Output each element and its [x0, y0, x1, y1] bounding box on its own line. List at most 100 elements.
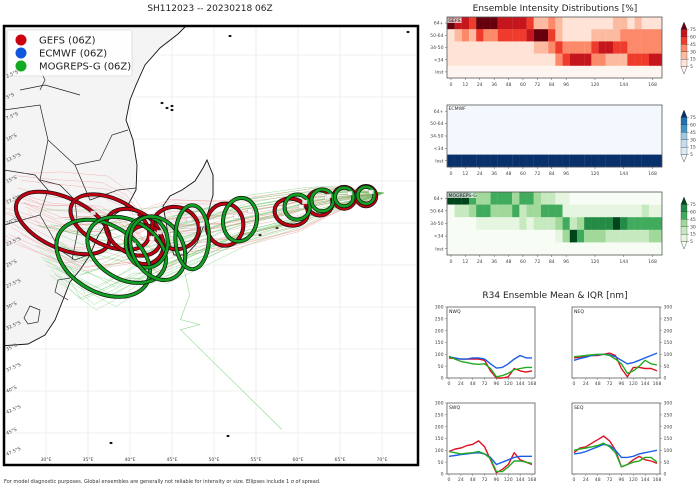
x-tick-label: 144: [619, 82, 628, 88]
heatmap-cell: [555, 129, 563, 143]
heatmap-cell: [512, 154, 520, 168]
y-tick-label: 50: [438, 460, 444, 466]
colorbar-segment: [680, 36, 688, 45]
heatmap-cell: [533, 204, 542, 218]
heatmap-cell: [519, 217, 527, 230]
heatmap-cell: [548, 217, 556, 230]
heatmap-cell: [634, 204, 642, 218]
heatmap-cell: [605, 142, 614, 155]
heatmap-cell: [620, 229, 628, 243]
heatmap-cell: [605, 192, 614, 205]
heatmap-cell: [519, 229, 527, 243]
heatmap-cell: [476, 105, 484, 118]
heatmap-cell: [533, 217, 542, 230]
island: [160, 101, 164, 105]
heatmap-cell: [634, 129, 642, 143]
heatmap-cell: [504, 65, 513, 79]
map-legend: GEFS (06Z) ECMWF (06Z) MOGREPS-G (06Z): [6, 29, 133, 77]
heatmap-cell: [598, 154, 606, 168]
heatmap-cell: [526, 142, 534, 155]
heatmap-cell: [569, 117, 578, 130]
heatmap-cell: [497, 204, 506, 218]
heatmap-cell: [620, 154, 628, 168]
heatmap-cell: [461, 53, 470, 66]
heatmap-cell: [533, 41, 542, 54]
island: [228, 34, 232, 38]
heatmap-cell: [648, 105, 662, 118]
heatmap-cell: [555, 17, 563, 30]
x-tick-label: 84: [549, 259, 555, 265]
mogreps-spread-ellipse: [332, 185, 356, 209]
heatmap-cell: [540, 53, 549, 66]
heatmap-cell: [548, 242, 556, 256]
heatmap-cell: [584, 129, 592, 143]
heatmap-cell: [533, 53, 542, 66]
heatmap-cell: [512, 29, 520, 42]
x-tick-label: 24: [477, 259, 483, 265]
heatmap-cell: [461, 192, 470, 205]
x-tick-label: 168: [648, 259, 657, 265]
heatmap-cell: [483, 65, 491, 79]
heatmap-cell: [512, 204, 520, 218]
heatmap-cell: [584, 105, 592, 118]
heatmap-cell: [548, 142, 556, 155]
legend-marker-icon: [15, 47, 27, 59]
heatmap-cell: [454, 242, 462, 256]
x-tick-label: 84: [549, 171, 555, 177]
heatmap-cell: [605, 105, 614, 118]
ensemble-member-track: [21, 180, 384, 219]
heatmap-cell: [576, 117, 585, 130]
heatmap-cell: [569, 105, 578, 118]
x-tick-label: 120: [591, 171, 600, 177]
heatmap-cell: [555, 117, 563, 130]
heatmap-cell: [447, 129, 455, 143]
forecast-hour-marker: [247, 208, 253, 214]
heatmap-cell: [504, 192, 513, 205]
y-tick-label: 200: [664, 328, 673, 334]
x-tick-label: 72: [607, 477, 613, 483]
row-label: lost: [435, 158, 443, 164]
heatmap-cell: [562, 29, 570, 42]
colorbar-segment: [680, 219, 688, 227]
legend-label: GEFS (06Z): [39, 36, 96, 47]
heatmap-cell: [447, 154, 455, 168]
model-label: GEFS: [449, 18, 461, 24]
heatmap-cell: [540, 105, 549, 118]
heatmap-cell: [540, 192, 549, 205]
lat-tick-label: 47.5°S: [5, 446, 22, 458]
x-tick-label: 168: [528, 381, 537, 387]
lat-tick-label: 30°S: [5, 301, 18, 311]
heatmap-cell: [454, 105, 462, 118]
heatmap-cell: [447, 242, 455, 256]
heatmap-cell: [598, 65, 606, 79]
heatmap-cell: [620, 242, 628, 256]
heatmap-cell: [504, 129, 513, 143]
heatmap-cell: [526, 129, 534, 143]
heatmap-cell: [447, 17, 455, 30]
colorbar-tick-label: 45: [690, 217, 696, 223]
heatmap-cell: [605, 229, 614, 243]
heatmap-cell: [584, 29, 592, 42]
heatmap-cell: [591, 17, 599, 30]
heatmap-cell: [483, 142, 491, 155]
heatmap-cell: [526, 204, 534, 218]
gefs-spread-ellipse: [149, 204, 201, 252]
heatmap-cell: [598, 117, 606, 130]
row-label: 64+: [434, 21, 444, 27]
heatmap-cell: [447, 217, 455, 230]
colorbar-segment: [680, 211, 688, 220]
heatmap-cell: [490, 117, 498, 130]
heatmap-cell: [598, 229, 606, 243]
heatmap-cell: [526, 29, 534, 42]
colorbar-segment: [680, 226, 688, 235]
map-frame: [2, 24, 420, 467]
heatmap-cell: [548, 53, 556, 66]
mogreps-g-mean-line: [573, 442, 658, 468]
row-label: 64+: [434, 109, 444, 115]
heatmap-cell: [576, 204, 585, 218]
heatmap-cell: [519, 65, 527, 79]
heatmap-cell: [576, 192, 585, 205]
heatmap-cell: [562, 117, 570, 130]
heatmap-cell: [569, 192, 578, 205]
heatmap-cell: [461, 105, 470, 118]
